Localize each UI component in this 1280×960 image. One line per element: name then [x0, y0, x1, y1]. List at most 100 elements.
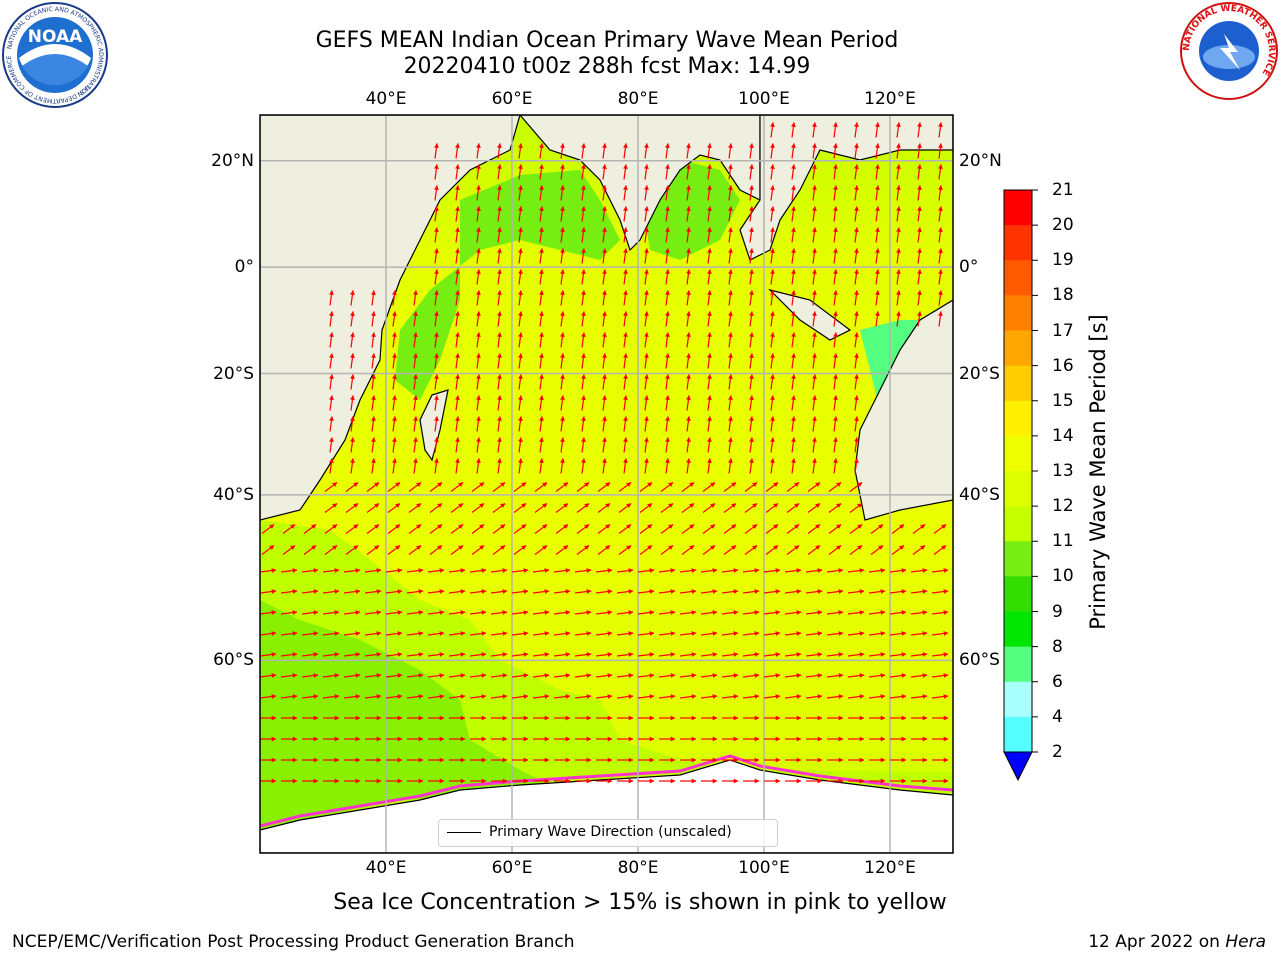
wave-arrow	[450, 545, 464, 555]
wave-arrow	[518, 458, 523, 474]
wave-arrow	[581, 353, 586, 369]
wave-arrow	[581, 458, 586, 474]
wave-arrow	[637, 589, 655, 594]
wave-arrow	[560, 458, 565, 474]
wave-arrow	[770, 311, 775, 327]
wave-arrow	[686, 290, 691, 306]
wave-arrow	[392, 437, 397, 453]
wave-arrow	[324, 482, 338, 492]
wave-arrow	[749, 143, 754, 159]
wave-arrow	[770, 164, 775, 180]
wave-arrow	[644, 290, 649, 306]
wave-arrow	[665, 248, 670, 264]
wave-arrow	[448, 610, 466, 615]
wave-arrow	[658, 652, 676, 657]
wave-arrow	[301, 568, 319, 573]
wave-arrow	[539, 164, 544, 180]
wave-arrow	[511, 631, 529, 636]
wave-arrow	[833, 332, 838, 348]
wave-arrow	[602, 290, 607, 306]
colorbar-segment-2	[1004, 260, 1032, 296]
wave-arrow	[532, 673, 550, 678]
wave-arrow	[434, 290, 439, 306]
wave-arrow	[490, 652, 508, 657]
lat-tick-left-3: 40°S	[213, 484, 254, 505]
lon-tick-bottom-1: 60°E	[491, 858, 533, 878]
wave-arrow	[896, 227, 901, 243]
wave-arrow	[366, 545, 380, 555]
wave-arrow	[371, 374, 376, 390]
wave-arrow	[742, 568, 760, 573]
wave-arrow	[371, 395, 376, 411]
wave-arrow	[497, 437, 502, 453]
sea-ice-edge	[260, 754, 953, 828]
wave-arrow	[492, 545, 506, 555]
wave-arrow	[492, 503, 506, 513]
wave-arrow	[833, 143, 838, 159]
noaa-logo: NOAA NATIONAL OCEANIC AND ATMOSPHERIC AD…	[2, 2, 108, 108]
wave-arrow	[532, 631, 550, 636]
wave-arrow	[492, 524, 506, 534]
wave-arrow	[511, 652, 529, 657]
wave-arrow	[791, 416, 796, 432]
wave-arrow	[616, 610, 634, 615]
wave-arrow	[539, 416, 544, 432]
wave-arrow	[812, 143, 817, 159]
wave-arrow	[665, 416, 670, 432]
wave-arrow	[595, 631, 613, 636]
wave-arrow	[791, 353, 796, 369]
wave-arrow	[875, 290, 880, 306]
wave-arrow	[870, 524, 884, 534]
wave-arrow	[260, 589, 277, 594]
wave-arrow	[518, 290, 523, 306]
wave-arrow	[560, 185, 565, 201]
wave-arrow	[518, 395, 523, 411]
wave-arrow	[707, 143, 712, 159]
wave-arrow	[728, 353, 733, 369]
wave-arrow	[329, 290, 334, 306]
wave-arrow	[497, 227, 502, 243]
wave-arrow	[576, 524, 590, 534]
wave-arrow	[497, 290, 502, 306]
wave-arrow	[595, 652, 613, 657]
wave-arrow	[490, 673, 508, 678]
wave-arrow	[476, 437, 481, 453]
wave-arrow	[812, 185, 817, 201]
wave-arrow	[812, 227, 817, 243]
wave-arrow	[700, 631, 718, 636]
wave-arrow	[280, 694, 298, 699]
wave-arrow	[602, 353, 607, 369]
wave-arrow	[686, 311, 691, 327]
wave-arrow	[560, 290, 565, 306]
wave-arrow	[392, 290, 397, 306]
wave-arrow	[576, 545, 590, 555]
wave-arrow	[721, 610, 739, 615]
wave-arrow	[681, 482, 695, 492]
wave-arrow	[385, 589, 403, 594]
colorbar-label-0: 21	[1052, 180, 1074, 200]
wave-arrow	[329, 437, 334, 453]
wave-arrow	[301, 652, 319, 657]
wave-arrow	[434, 164, 439, 180]
wave-arrow	[889, 589, 907, 594]
wave-arrow	[581, 206, 586, 222]
wave-arrow	[770, 206, 775, 222]
wave-arrow	[602, 185, 607, 201]
wave-arrow	[553, 673, 571, 678]
wave-arrow	[784, 568, 802, 573]
wave-arrow	[868, 694, 886, 699]
lon-tick-bottom-0: 40°E	[365, 858, 407, 878]
wave-arrow	[723, 524, 737, 534]
wave-arrow	[644, 164, 649, 180]
wave-arrow	[931, 568, 949, 573]
wave-arrow	[539, 311, 544, 327]
wave-arrow	[471, 545, 485, 555]
wave-arrow	[679, 673, 697, 678]
wave-arrow	[406, 652, 424, 657]
wave-arrow	[910, 568, 928, 573]
wave-arrow	[595, 568, 613, 573]
wave-arrow	[364, 652, 382, 657]
wave-arrow	[707, 206, 712, 222]
wave-arrow	[350, 311, 355, 327]
wave-arrow	[518, 332, 523, 348]
